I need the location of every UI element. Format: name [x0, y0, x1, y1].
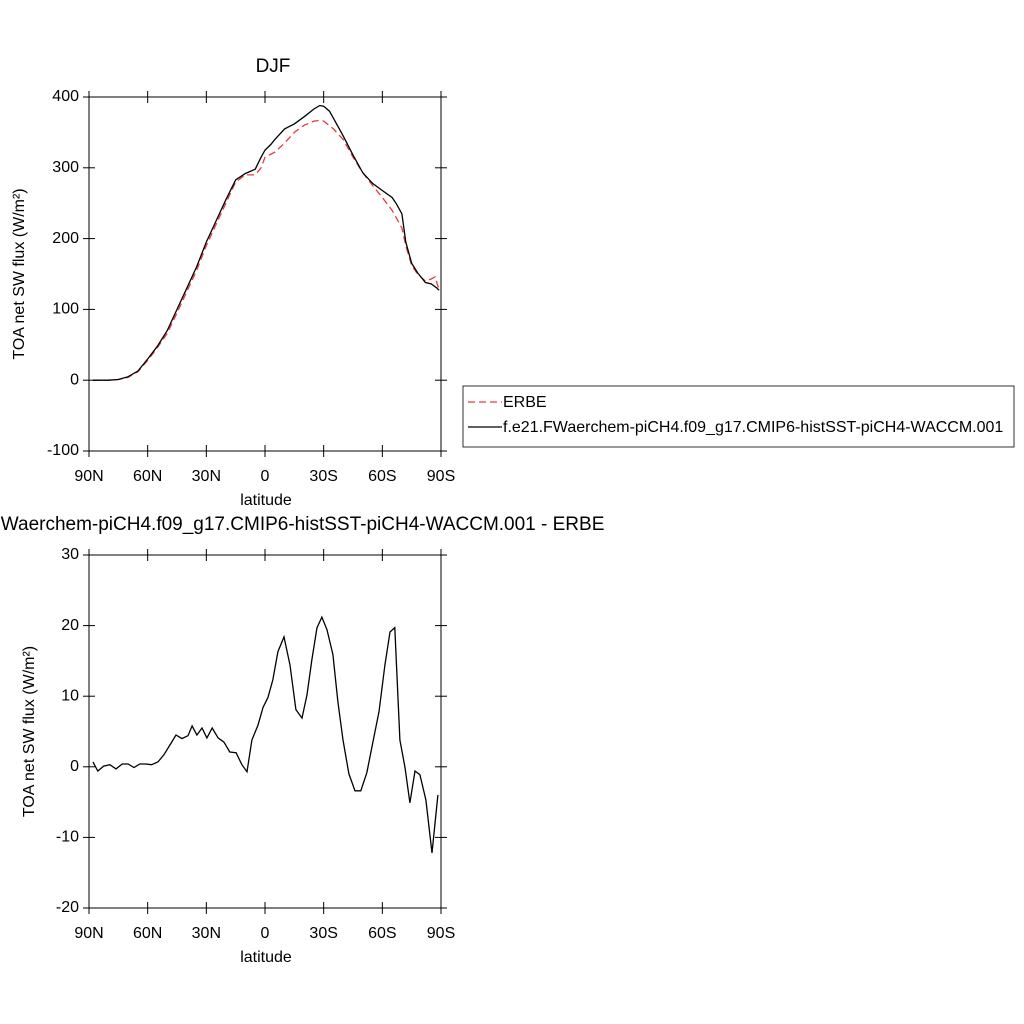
chart-title: DJF — [256, 56, 291, 77]
y-tick-label: 300 — [52, 159, 79, 176]
x-tick-label: 90N — [74, 925, 103, 942]
x-tick-label: 60N — [133, 925, 162, 942]
y-tick-label: 0 — [70, 371, 79, 388]
x-tick-label: 30N — [192, 468, 221, 485]
x-tick-label: 60N — [133, 468, 162, 485]
y-tick-label: -20 — [56, 899, 79, 916]
x-tick-label: 90N — [74, 468, 103, 485]
x-tick-label: 60S — [368, 468, 396, 485]
y-tick-label: 200 — [52, 230, 79, 247]
y-axis-label: TOA net SW flux (W/m²) — [11, 188, 28, 359]
legend-label: ERBE — [503, 394, 547, 411]
x-tick-label: 60S — [368, 925, 396, 942]
y-tick-label: -10 — [56, 829, 79, 846]
y-tick-label: 10 — [61, 687, 79, 704]
y-axis-label: TOA net SW flux (W/m²) — [21, 646, 38, 817]
y-tick-label: -100 — [47, 442, 79, 459]
x-axis-label: latitude — [240, 949, 292, 966]
plot-frame — [88, 554, 442, 909]
x-tick-label: 30N — [192, 925, 221, 942]
chart-title: f.e21.FWaerchem-piCH4.f09_g17.CMIP6-hist… — [0, 514, 604, 535]
x-tick-label: 0 — [261, 925, 270, 942]
y-tick-label: 100 — [52, 301, 79, 318]
y-tick-label: 0 — [70, 758, 79, 775]
legend-label: f.e21.FWaerchem-piCH4.f09_g17.CMIP6-hist… — [503, 419, 1003, 436]
data-line — [92, 119, 440, 381]
y-tick-label: 400 — [52, 88, 79, 105]
x-tick-label: 90S — [427, 925, 455, 942]
y-tick-label: 20 — [61, 617, 79, 634]
x-axis-label: latitude — [240, 492, 292, 509]
x-tick-label: 30S — [309, 925, 337, 942]
y-tick-label: 30 — [61, 546, 79, 563]
data-line — [92, 104, 440, 381]
data-line — [92, 615, 439, 853]
x-tick-label: 30S — [309, 468, 337, 485]
x-tick-label: 0 — [261, 468, 270, 485]
legend-box — [462, 385, 1015, 448]
x-tick-label: 90S — [427, 468, 455, 485]
